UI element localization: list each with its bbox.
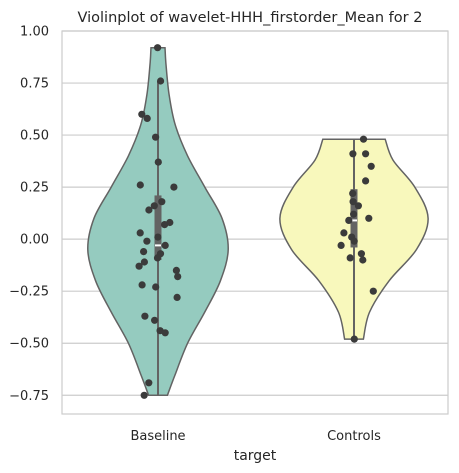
data-point: [367, 162, 375, 170]
quartile-box: [154, 195, 162, 260]
data-point: [161, 241, 169, 249]
x-axis-title: target: [234, 448, 277, 464]
data-point: [174, 273, 182, 281]
data-point: [136, 229, 144, 237]
data-point: [357, 250, 365, 258]
data-point: [154, 233, 162, 241]
chart-title: Violinplot of wavelet-HHH_firstorder_Mea…: [78, 10, 423, 26]
y-tick-label: −0.75: [9, 389, 49, 404]
data-point: [349, 189, 357, 197]
data-point: [362, 177, 370, 185]
y-tick-label: 0.50: [20, 129, 49, 144]
y-tick-label: 0.00: [20, 233, 49, 248]
data-point: [340, 229, 348, 237]
data-point: [154, 158, 162, 166]
data-point: [369, 287, 377, 295]
data-point: [138, 281, 146, 289]
x-tick-labels: Baseline Controls: [130, 429, 381, 444]
data-point: [152, 283, 160, 291]
data-point: [141, 312, 149, 320]
data-point: [150, 202, 158, 210]
data-point: [349, 198, 357, 206]
data-point: [157, 77, 165, 85]
data-point: [143, 114, 151, 122]
data-point: [138, 110, 146, 118]
data-point: [145, 206, 153, 214]
y-tick-label: 0.75: [20, 77, 49, 92]
data-point: [152, 133, 160, 141]
data-point: [143, 237, 151, 245]
data-point: [349, 150, 357, 158]
data-points: [135, 44, 377, 399]
data-point: [365, 214, 373, 222]
x-tick-label: Controls: [327, 429, 381, 444]
data-point: [140, 391, 148, 399]
plot-frame: [61, 30, 449, 415]
data-point: [136, 181, 144, 189]
data-point: [172, 266, 180, 274]
data-point: [359, 256, 367, 264]
y-tick-label: −0.25: [9, 285, 49, 300]
data-point: [161, 221, 169, 229]
data-point: [350, 237, 358, 245]
data-point: [151, 316, 159, 324]
y-tick-label: 0.25: [20, 181, 49, 196]
y-tick-labels: −0.75 −0.50 −0.25 0.00 0.25 0.50 0.75 1.00: [9, 25, 49, 404]
data-point: [173, 293, 181, 301]
data-point: [362, 150, 370, 158]
data-point: [354, 202, 362, 210]
data-point: [170, 183, 178, 191]
data-point: [161, 329, 169, 337]
data-point: [140, 258, 148, 266]
axes: [61, 30, 449, 415]
data-point: [145, 379, 153, 387]
data-point: [158, 198, 166, 206]
y-tick-label: 1.00: [20, 25, 49, 40]
data-point: [346, 254, 354, 262]
data-point: [345, 216, 353, 224]
data-point: [140, 248, 148, 256]
data-point: [154, 44, 162, 52]
data-point: [359, 135, 368, 143]
quartile-box: [350, 189, 358, 248]
data-point: [153, 254, 162, 262]
data-point: [350, 335, 358, 343]
y-tick-label: −0.50: [9, 337, 49, 352]
data-point: [135, 262, 143, 270]
data-point: [337, 241, 345, 249]
x-tick-label: Baseline: [130, 429, 185, 444]
data-point: [350, 210, 358, 218]
